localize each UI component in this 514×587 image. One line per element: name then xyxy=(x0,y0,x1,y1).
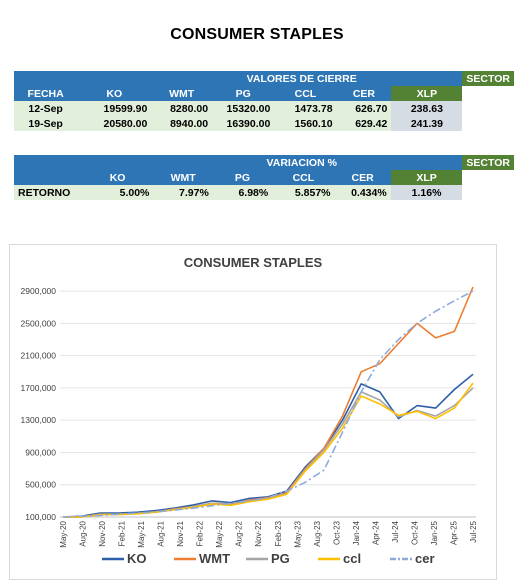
x-tick-label: Feb-21 xyxy=(118,520,127,546)
x-tick-label: May-23 xyxy=(293,520,302,547)
x-tick-label: Aug-21 xyxy=(157,520,166,546)
cell-xlp: 241.39 xyxy=(391,116,463,131)
cell-wmt: 8280.00 xyxy=(151,101,213,116)
y-tick-label: 1300,000 xyxy=(21,415,57,425)
chart-canvas: CONSUMER STAPLES 100,000 500,000 900,000 13… xyxy=(21,255,478,566)
cell-ccl: 1560.10 xyxy=(274,116,337,131)
legend-label: KO xyxy=(127,551,147,566)
y-tick-label: 500,000 xyxy=(25,480,56,490)
cell-pg: 6.98% xyxy=(212,185,273,200)
cell-pg: 16390.00 xyxy=(212,116,275,131)
series-line-cer xyxy=(62,290,474,518)
closing-values-table: VALORES DE CIERRE SECTOR FECHA KO WMT PG… xyxy=(14,71,514,131)
x-tick-label: Feb-22 xyxy=(196,520,205,546)
cell-ko: 19599.90 xyxy=(77,101,152,116)
x-tick-label: May-21 xyxy=(137,520,146,547)
col-ko: KO xyxy=(77,86,152,101)
x-tick-label: Nov-21 xyxy=(176,520,185,546)
col-ccl: CCL xyxy=(272,170,335,185)
line-chart: CONSUMER STAPLES 100,000 500,000 900,000 13… xyxy=(9,244,497,580)
chart-title: CONSUMER STAPLES xyxy=(184,255,323,270)
cell-retorno-label: RETORNO xyxy=(14,185,82,200)
variation-header: VARIACION % xyxy=(212,155,391,170)
x-tick-label: Aug-23 xyxy=(313,520,322,546)
cell-fecha: 12-Sep xyxy=(14,101,78,116)
y-tick-label: 2500,000 xyxy=(21,318,57,328)
x-tick-label: Nov-20 xyxy=(98,520,107,546)
cell-ccl: 5.857% xyxy=(272,185,335,200)
cell-ko: 5.00% xyxy=(81,185,154,200)
y-tick-label: 2900,000 xyxy=(21,286,57,296)
cell-ko: 20580.00 xyxy=(77,116,152,131)
x-tick-label: Apr-25 xyxy=(449,520,458,545)
x-tick-label: Jan-25 xyxy=(430,520,439,545)
table-header-row: VALORES DE CIERRE SECTOR xyxy=(14,71,514,86)
x-tick-label: Nov-22 xyxy=(254,520,263,546)
series-line-ko xyxy=(62,373,474,518)
cell-pg: 15320.00 xyxy=(212,101,275,116)
y-tick-label: 100,000 xyxy=(25,512,56,522)
cell-xlp: 1.16% xyxy=(390,185,463,200)
col-cer: CER xyxy=(336,86,392,101)
col-ccl: CCL xyxy=(274,86,337,101)
variation-table: VARIACION % SECTOR KO WMT PG CCL CER XLP… xyxy=(14,155,514,200)
sector-header: SECTOR xyxy=(462,71,514,86)
table-row: RETORNO 5.00% 7.97% 6.98% 5.857% 0.434% … xyxy=(14,185,514,200)
col-pg: PG xyxy=(212,86,275,101)
y-tick-label: 900,000 xyxy=(25,447,56,457)
x-tick-label: Oct-23 xyxy=(332,520,341,545)
col-pg: PG xyxy=(212,170,273,185)
x-tick-label: Feb-23 xyxy=(274,520,283,546)
x-tick-label: May-22 xyxy=(215,520,224,547)
sector-header: SECTOR xyxy=(462,155,514,170)
cell-wmt: 8940.00 xyxy=(151,116,213,131)
table-row: 19-Sep 20580.00 8940.00 16390.00 1560.10… xyxy=(14,116,514,131)
cell-ccl: 1473.78 xyxy=(274,101,337,116)
series-line-wmt xyxy=(63,286,474,518)
y-tick-label: 1700,000 xyxy=(21,383,57,393)
x-tick-label: Aug-22 xyxy=(235,520,244,546)
cell-wmt: 7.97% xyxy=(153,185,213,200)
cell-cer: 626.70 xyxy=(336,101,392,116)
col-fecha: FECHA xyxy=(14,86,78,101)
cell-fecha: 19-Sep xyxy=(14,116,78,131)
col-cer: CER xyxy=(334,170,391,185)
table-column-header-row: KO WMT PG CCL CER XLP xyxy=(14,170,514,185)
legend-label: WMT xyxy=(199,551,230,566)
table-row: 12-Sep 19599.90 8280.00 15320.00 1473.78… xyxy=(14,101,514,116)
legend-label: ccl xyxy=(343,551,361,566)
col-xlp: XLP xyxy=(390,170,463,185)
closing-values-header: VALORES DE CIERRE xyxy=(212,71,392,86)
table-header-row: VARIACION % SECTOR xyxy=(14,155,514,170)
col-xlp: XLP xyxy=(391,86,463,101)
x-tick-label: Aug-20 xyxy=(79,520,88,546)
col-wmt: WMT xyxy=(153,170,213,185)
x-tick-label: Jan-24 xyxy=(352,520,361,545)
x-tick-label: Apr-24 xyxy=(371,520,380,545)
x-tick-label: Oct-24 xyxy=(410,520,419,545)
legend-label: PG xyxy=(271,551,290,566)
col-ko: KO xyxy=(81,170,154,185)
y-tick-label: 2100,000 xyxy=(21,351,57,361)
x-tick-label: Jul-24 xyxy=(391,520,400,542)
cell-cer: 0.434% xyxy=(334,185,391,200)
x-tick-label: Jul-25 xyxy=(469,520,478,542)
cell-xlp: 238.63 xyxy=(391,101,463,116)
col-wmt: WMT xyxy=(151,86,213,101)
legend-label: cer xyxy=(415,551,435,566)
cell-cer: 629.42 xyxy=(336,116,392,131)
x-tick-label: May-20 xyxy=(59,520,68,547)
table-column-header-row: FECHA KO WMT PG CCL CER XLP xyxy=(14,86,514,101)
page-title: CONSUMER STAPLES xyxy=(170,26,344,43)
